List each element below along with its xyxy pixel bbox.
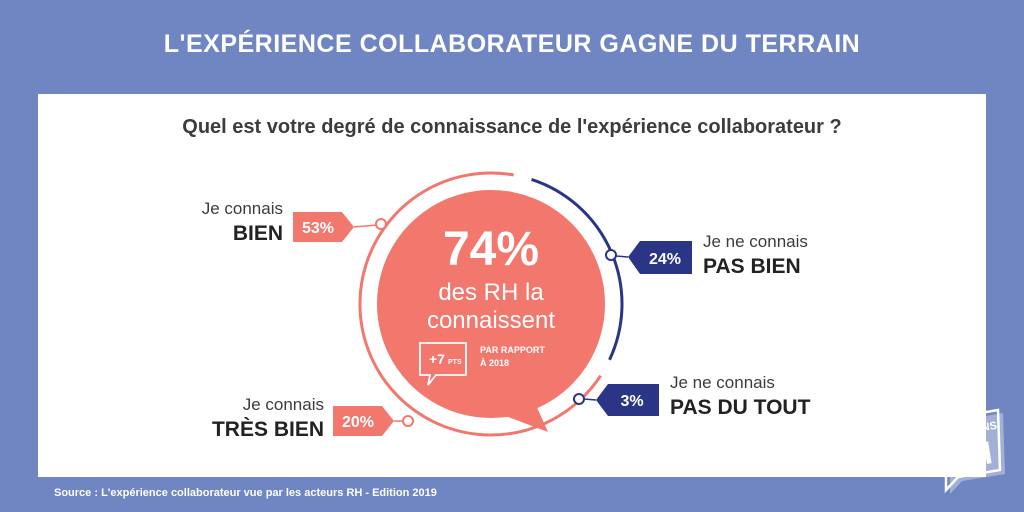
callout-bien-value: 53% — [302, 220, 334, 237]
source-footnote: Source : L'expérience collaborateur vue … — [54, 487, 437, 499]
callout-pas-du-tout-main: PAS DU TOUT — [670, 396, 811, 419]
logo-main: RH — [943, 434, 994, 477]
callout-pas-bien-top: Je ne connais — [703, 232, 808, 251]
delta-unit: PTS — [448, 359, 462, 366]
callout-tres-bien-tag — [333, 406, 394, 436]
callout-pas-bien-main: PAS BIEN — [703, 255, 801, 278]
callout-pas-du-tout-dot — [573, 393, 585, 405]
page-title: L'EXPÉRIENCE COLLABORATEUR GAGNE DU TERR… — [163, 30, 861, 58]
callout-pas-du-tout-tag — [596, 384, 659, 416]
callout-pas-du-tout-value: 3% — [620, 393, 643, 410]
callout-bien: Je connais BIEN 53% — [202, 199, 387, 245]
speech-tail — [503, 403, 548, 432]
arc-connais — [358, 171, 602, 437]
center-line-1: des RH la — [438, 279, 544, 306]
compare-line-1: PAR RAPPORT — [480, 345, 545, 355]
callout-tres-bien-value: 20% — [342, 414, 374, 431]
parlons-rh-logo: PARLONS RH — [938, 408, 1005, 494]
callout-pas-du-tout-top: Je ne connais — [670, 373, 775, 392]
callout-bien-main: BIEN — [233, 222, 283, 245]
callout-pas-bien-value: 24% — [649, 251, 681, 268]
callout-pas-bien-tag — [628, 241, 692, 274]
delta-value: +7 — [429, 351, 445, 367]
callout-tres-bien-dot — [402, 415, 414, 427]
compare-line-2: À 2018 — [480, 358, 509, 368]
callout-bien-top: Je connais — [202, 199, 283, 218]
center-line-2: connaissent — [427, 307, 555, 334]
survey-question: Quel est votre degré de connaissance de … — [182, 116, 842, 138]
callout-tres-bien: Je connais TRÈS BIEN 20% — [212, 395, 414, 441]
center-percent: 74% — [443, 223, 539, 276]
delta-badge: +7 PTS — [419, 342, 467, 386]
callout-pas-bien: 24% Je ne connais PAS BIEN — [605, 232, 808, 278]
callout-pas-du-tout: 3% Je ne connais PAS DU TOUT — [573, 373, 811, 419]
callout-bien-tag — [293, 212, 354, 242]
callout-tres-bien-main: TRÈS BIEN — [212, 418, 324, 441]
callout-bien-dot — [375, 218, 387, 230]
callout-pas-bien-dot — [605, 249, 617, 261]
callout-tres-bien-top: Je connais — [243, 395, 324, 414]
